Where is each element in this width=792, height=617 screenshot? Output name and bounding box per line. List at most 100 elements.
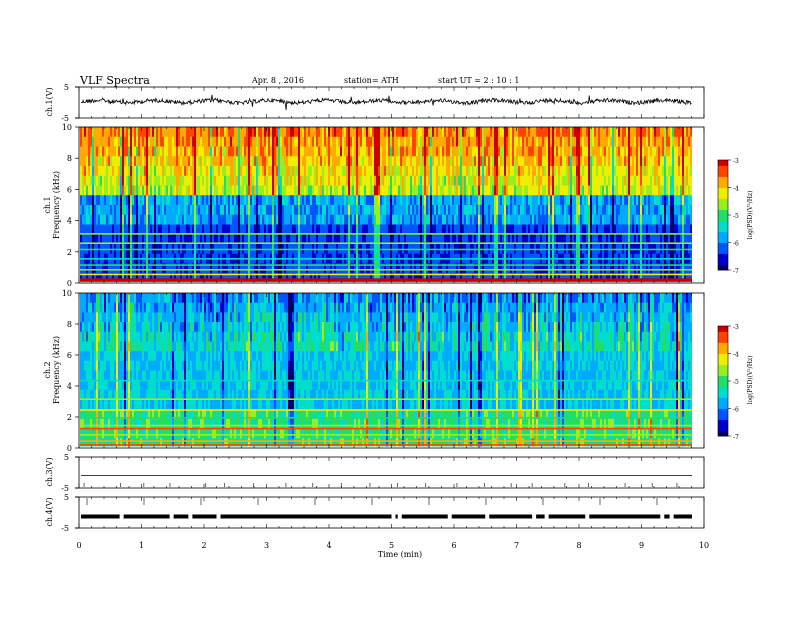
ch1-spectrogram-cell xyxy=(562,205,564,215)
ch1-spectrogram-cell xyxy=(230,225,232,235)
ch1-spectrogram-cell xyxy=(480,215,482,225)
ch1-spectrogram-cell xyxy=(118,127,120,137)
ch1-spectrogram-cell xyxy=(212,215,214,225)
ch1-spectrogram-cell xyxy=(202,215,204,225)
ch1-spectrogram-cell xyxy=(456,147,458,157)
ch1-spectrogram-cell xyxy=(572,176,574,186)
ch1-spectrogram-cell xyxy=(418,156,420,166)
ch1-spectrogram-cell xyxy=(620,195,622,205)
ch1-spectrogram-cell xyxy=(376,195,378,205)
ch1-spectrogram-cell xyxy=(272,225,274,235)
ch1-spectrogram-cell xyxy=(572,225,574,235)
ch1-spectrogram-cell xyxy=(462,127,464,137)
ch1-spectrogram-cell xyxy=(302,215,304,225)
ch1-spectrogram-cell xyxy=(130,195,132,205)
ch1-spectrogram-cell xyxy=(162,156,164,166)
ch1-spectrogram-cell xyxy=(610,156,612,166)
ch1-spectrogram-cell xyxy=(658,205,660,215)
ch1-spectrogram-cell xyxy=(254,166,256,176)
ch1-spectrogram-cell xyxy=(158,166,160,176)
ch1-spectrogram-cell xyxy=(390,186,392,196)
ch1-spectrogram-cell xyxy=(148,186,150,196)
ch1-spectrogram-cell xyxy=(490,166,492,176)
ch1-spectrogram-cell xyxy=(382,195,384,205)
ch1-spectrogram-cell xyxy=(660,205,662,215)
ch1-spectrogram-cell xyxy=(218,195,220,205)
ch1-spectrogram-cell xyxy=(266,195,268,205)
ch1-spectrogram-cell xyxy=(690,147,692,157)
ch1-spectrogram-cell xyxy=(170,205,172,215)
ch1-spectrogram-cell xyxy=(680,176,682,186)
ch1-spectrogram-cell xyxy=(330,205,332,215)
ch1-spectrogram-cell xyxy=(130,137,132,147)
ch1-spectrogram-cell xyxy=(614,127,616,137)
ch1-spectrogram-cell xyxy=(282,147,284,157)
ch1-spectrogram-cell xyxy=(638,127,640,137)
ch1-spectrogram-cell xyxy=(436,186,438,196)
ch1-spectrogram-cell xyxy=(530,127,532,137)
ch1-spectrogram-cell xyxy=(564,225,566,235)
ch1-spectrogram-cell xyxy=(332,166,334,176)
ch1-spectrogram-cell xyxy=(328,195,330,205)
ch1-spectrogram-cell xyxy=(216,176,218,186)
ch1-spectrogram-cell xyxy=(578,156,580,166)
ch1-spectrogram-cell xyxy=(462,205,464,215)
ch1-spectrogram-cell xyxy=(380,186,382,196)
ch1-spectrogram-cell xyxy=(354,186,356,196)
ch1-spectrogram-cell xyxy=(188,137,190,147)
ch1-spectrogram-cell xyxy=(604,195,606,205)
ch1-spectrogram-cell xyxy=(154,225,156,235)
ch1-spectrogram-cell xyxy=(588,127,590,137)
ch1-spectrogram-cell xyxy=(344,156,346,166)
ch1-spectrogram-cell xyxy=(666,215,668,225)
ch1-spectrogram-cell xyxy=(564,127,566,137)
ch1-spectrogram-cell xyxy=(652,156,654,166)
ch1-spectrogram-cell xyxy=(416,176,418,186)
ch1-spectrogram-cell xyxy=(192,176,194,186)
ch1-spectrogram-cell xyxy=(674,127,676,137)
ch1-spectrogram-cell xyxy=(312,225,314,235)
ch1-spectrogram-cell xyxy=(362,127,364,137)
ch1-spectrogram-cell xyxy=(442,195,444,205)
ch1-spectrogram-cell xyxy=(388,156,390,166)
ch1-spectrogram-cell xyxy=(620,156,622,166)
ch1-spectrogram-cell xyxy=(82,186,84,196)
ch1-spectrogram-cell xyxy=(360,166,362,176)
ch1-spectrogram-cell xyxy=(382,156,384,166)
ch1-spectrogram-cell xyxy=(618,147,620,157)
ch1-spectrogram-cell xyxy=(130,225,132,235)
ch1-spectrogram-cell xyxy=(510,127,512,137)
ch1-spectrogram-cell xyxy=(394,215,396,225)
ch1-spectrogram-cell xyxy=(688,166,690,176)
ch1-spectrogram-cell xyxy=(328,215,330,225)
ch1-spectrogram-cell xyxy=(682,215,684,225)
ch1-spectrogram-cell xyxy=(250,186,252,196)
ch1-spectrogram-cell xyxy=(522,176,524,186)
ch1-spectrogram-cell xyxy=(626,205,628,215)
ch1-spectrogram-cell xyxy=(472,176,474,186)
ch1-spectrogram-cell xyxy=(516,205,518,215)
ch1-spectrogram-cell xyxy=(530,176,532,186)
ch1-spectrogram-cell xyxy=(342,137,344,147)
ch1-spectrogram-cell xyxy=(172,156,174,166)
ch1-spectrogram-cell xyxy=(184,186,186,196)
ch1-spectrogram-cell xyxy=(254,186,256,196)
ch1-spectrogram-cell xyxy=(204,205,206,215)
ch1-spectrogram-cell xyxy=(398,137,400,147)
ch1-spectrogram-cell xyxy=(262,166,264,176)
ch1-spectrogram-cell xyxy=(170,195,172,205)
ch1-spectrogram-cell xyxy=(534,137,536,147)
ch1-spectrogram-cell xyxy=(390,147,392,157)
ch1-spectrogram-cell xyxy=(660,147,662,157)
ch1-spectrogram-cell xyxy=(92,166,94,176)
ch1-spectrogram-cell xyxy=(686,156,688,166)
ch1-spectrogram-cell xyxy=(606,166,608,176)
ch1-spectrogram-cell xyxy=(398,186,400,196)
ch1-spectrogram-cell xyxy=(282,205,284,215)
ch1-spectrogram-cell xyxy=(360,215,362,225)
ch1-spectrogram-cell xyxy=(84,156,86,166)
ch1-spectrogram-cell xyxy=(442,147,444,157)
ch1-spectrogram-cell xyxy=(480,176,482,186)
ch1-spectrogram-cell xyxy=(442,166,444,176)
ch1-spectrogram-cell xyxy=(318,137,320,147)
